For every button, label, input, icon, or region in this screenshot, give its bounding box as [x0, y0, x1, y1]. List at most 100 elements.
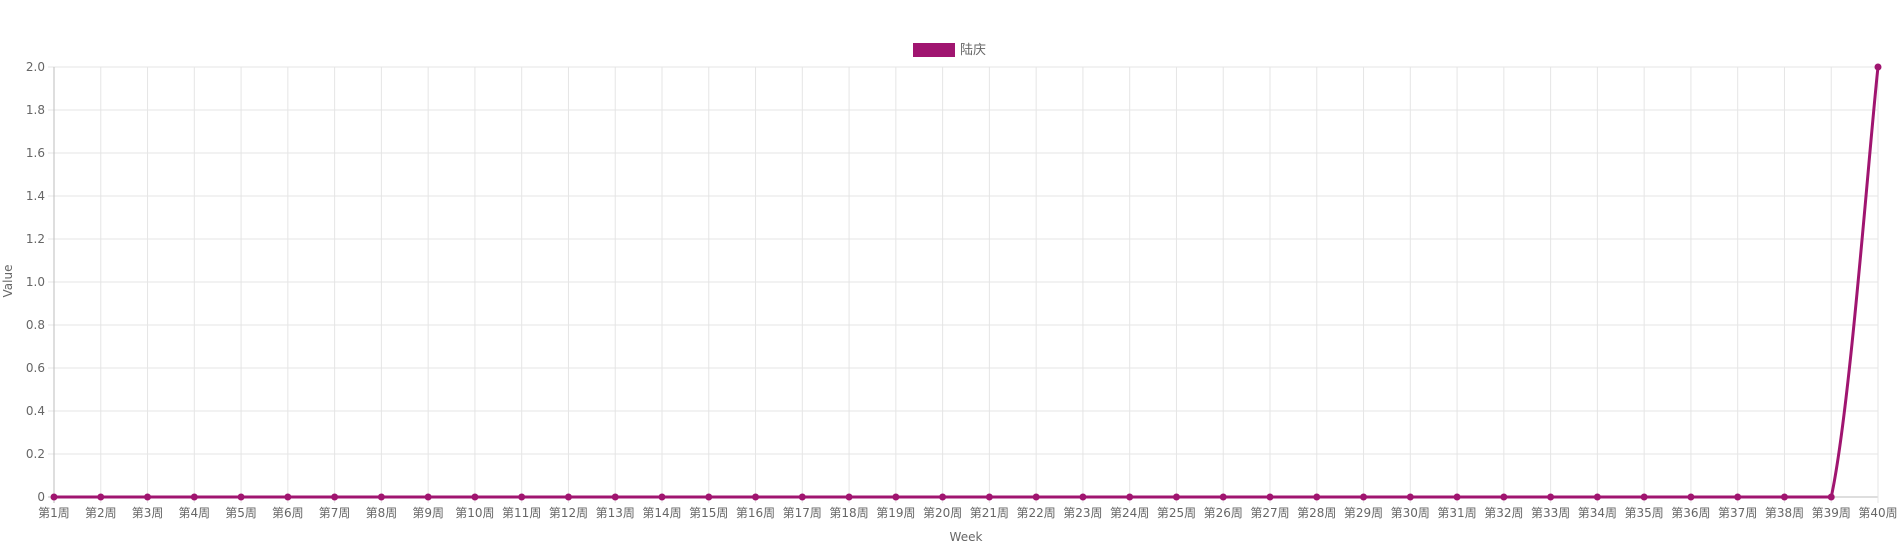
y-tick-label: 0.8 [26, 318, 45, 332]
legend-swatch [913, 43, 955, 57]
data-point [1266, 493, 1274, 501]
x-tick-label: 第10周 [455, 506, 494, 520]
data-point [50, 493, 58, 501]
x-tick-label: 第16周 [736, 506, 775, 520]
x-tick-label: 第6周 [272, 506, 304, 520]
data-point [985, 493, 993, 501]
x-axis-ticks: 第1周 第2周 第3周 第4周 第5周 第6周 第7周 第8周 第9周 第10周 第11周 第12周第… [38, 506, 1897, 520]
data-point [1313, 493, 1321, 501]
y-axis-title: Value [1, 265, 15, 298]
data-point [752, 493, 760, 501]
x-tick-label: 第40周 [1858, 506, 1897, 520]
data-point [1406, 493, 1414, 501]
y-tick-label: 1.6 [26, 146, 45, 160]
x-tick-label: 第35周 [1625, 506, 1664, 520]
y-tick-label: 2.0 [26, 60, 45, 74]
x-tick-label: 第22周 [1017, 506, 1056, 520]
x-tick-label: 第9周 [412, 506, 444, 520]
data-point [564, 493, 572, 501]
x-tick-label: 第12周 [549, 506, 588, 520]
x-tick-label: 第1周 [38, 506, 70, 520]
legend-label: 陆庆 [960, 42, 986, 58]
data-point [1687, 493, 1695, 501]
x-tick-label: 第11周 [502, 506, 541, 520]
x-tick-label: 第4周 [178, 506, 210, 520]
y-tick-label: 0.4 [26, 404, 45, 418]
data-point [1874, 63, 1882, 71]
x-tick-label: 第15周 [689, 506, 728, 520]
x-tick-label: 第21周 [970, 506, 1009, 520]
x-tick-label: 第24周 [1110, 506, 1149, 520]
grid-x [53, 67, 1879, 503]
data-point [1360, 493, 1368, 501]
x-tick-label: 第33周 [1531, 506, 1570, 520]
y-tick-label: 1.4 [26, 189, 45, 203]
data-point [611, 493, 619, 501]
data-point [1593, 493, 1601, 501]
y-tick-label: 1.0 [26, 275, 45, 289]
x-tick-label: 第34周 [1578, 506, 1617, 520]
data-point [284, 493, 292, 501]
x-tick-label: 第13周 [596, 506, 635, 520]
x-tick-label: 第30周 [1391, 506, 1430, 520]
data-point [705, 493, 713, 501]
x-axis-title: Week [950, 530, 983, 544]
data-point [1219, 493, 1227, 501]
x-tick-label: 第8周 [366, 506, 398, 520]
data-point [1500, 493, 1508, 501]
data-point [1453, 493, 1461, 501]
data-point [1780, 493, 1788, 501]
x-tick-label: 第2周 [85, 506, 117, 520]
data-point [1640, 493, 1648, 501]
y-tick-label: 0.2 [26, 447, 45, 461]
data-point [845, 493, 853, 501]
x-tick-label: 第37周 [1718, 506, 1757, 520]
series-layer [50, 63, 1882, 501]
data-point [939, 493, 947, 501]
data-point [424, 493, 432, 501]
data-point [1734, 493, 1742, 501]
data-point [377, 493, 385, 501]
x-tick-label: 第25周 [1157, 506, 1196, 520]
y-tick-label: 1.2 [26, 232, 45, 246]
y-tick-label: 0.6 [26, 361, 45, 375]
x-tick-label: 第26周 [1204, 506, 1243, 520]
data-point [798, 493, 806, 501]
x-tick-label: 第32周 [1484, 506, 1523, 520]
legend[interactable]: 陆庆 [913, 42, 986, 58]
x-tick-label: 第17周 [783, 506, 822, 520]
y-axis-ticks: 0 0.2 0.4 0.6 0.8 1.0 1.2 1.4 1.6 1.8 2.0 [26, 60, 45, 504]
data-point [144, 493, 152, 501]
x-tick-label: 第5周 [225, 506, 257, 520]
data-point [190, 493, 198, 501]
x-tick-label: 第3周 [132, 506, 164, 520]
x-tick-label: 第27周 [1250, 506, 1289, 520]
x-tick-label: 第28周 [1297, 506, 1336, 520]
x-tick-label: 第31周 [1437, 506, 1476, 520]
x-tick-label: 第14周 [642, 506, 681, 520]
x-tick-label: 第18周 [829, 506, 868, 520]
x-tick-label: 第36周 [1671, 506, 1710, 520]
y-tick-label: 0 [37, 490, 45, 504]
x-tick-label: 第20周 [923, 506, 962, 520]
data-point [1032, 493, 1040, 501]
data-point [1172, 493, 1180, 501]
y-tick-label: 1.8 [26, 103, 45, 117]
data-point [1126, 493, 1134, 501]
x-tick-label: 第39周 [1812, 506, 1851, 520]
data-point [331, 493, 339, 501]
data-point [237, 493, 245, 501]
data-point [658, 493, 666, 501]
x-tick-label: 第19周 [876, 506, 915, 520]
x-tick-label: 第23周 [1063, 506, 1102, 520]
data-point [892, 493, 900, 501]
data-point [1079, 493, 1087, 501]
data-point [1827, 493, 1835, 501]
data-point [471, 493, 479, 501]
data-point [97, 493, 105, 501]
x-tick-label: 第29周 [1344, 506, 1383, 520]
data-point [1547, 493, 1555, 501]
data-point [518, 493, 526, 501]
